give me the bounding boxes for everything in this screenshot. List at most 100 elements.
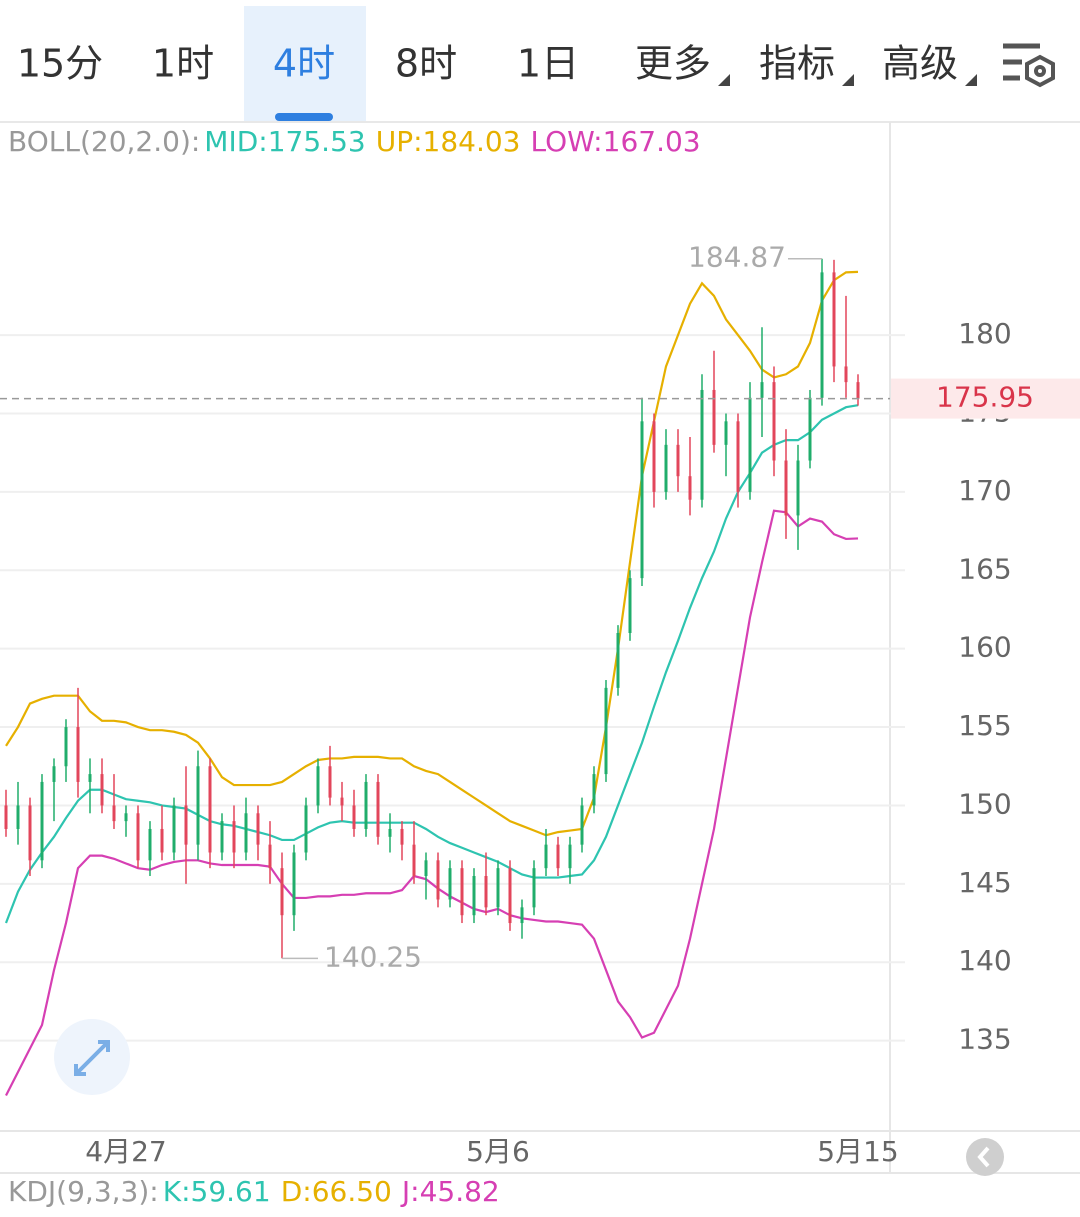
candle-body <box>796 460 800 516</box>
tab[interactable]: 15分 <box>17 42 103 86</box>
candle-body <box>520 907 524 924</box>
candle-body <box>688 476 692 500</box>
tab[interactable]: 4时 <box>273 42 335 86</box>
candle-body <box>748 397 752 492</box>
dropdown-arrows <box>718 74 977 86</box>
tab[interactable]: 1日 <box>517 42 579 86</box>
candle-body <box>124 813 128 822</box>
candle-body <box>556 844 560 869</box>
candle-body <box>4 805 8 829</box>
tab[interactable]: 更多 <box>635 42 711 86</box>
kdj-name: D: <box>281 1175 312 1208</box>
candle-body <box>220 821 224 853</box>
candle-body <box>412 844 416 877</box>
y-tick-label: 155 <box>958 709 1011 742</box>
candle-body <box>808 397 812 461</box>
candle-body <box>28 805 32 861</box>
candle-body <box>736 421 740 492</box>
max-label: 184.87 <box>688 241 786 274</box>
band-line <box>5 270 859 837</box>
candle-body <box>172 805 176 853</box>
candle-body <box>268 844 272 869</box>
candle-body <box>448 868 452 900</box>
candle-body <box>568 844 572 869</box>
k-button[interactable] <box>966 1138 1004 1176</box>
y-tick-label: 140 <box>958 944 1011 977</box>
candle-body <box>100 774 104 806</box>
candle-body <box>784 460 788 516</box>
candle-body <box>496 868 500 908</box>
band-line <box>5 509 859 1097</box>
candle-body <box>64 727 68 767</box>
active-tab-indicator <box>275 113 333 121</box>
candle-body <box>148 828 152 861</box>
min-label: 140.25 <box>324 940 422 973</box>
k-button-icon <box>977 1146 990 1168</box>
active-tab-bg <box>244 6 366 121</box>
band-line <box>4 404 859 924</box>
candle-body <box>364 781 368 829</box>
candle-body <box>676 444 680 477</box>
y-tick-label: 145 <box>958 866 1011 899</box>
candle-body <box>640 421 644 579</box>
legend-name: LOW: <box>531 125 603 158</box>
settings-icon[interactable] <box>1003 43 1055 88</box>
x-tick-label: 5月15 <box>817 1135 898 1168</box>
tab[interactable]: 8时 <box>395 42 457 86</box>
indicator-title: BOLL(20,2.0): <box>8 125 200 158</box>
candle-body <box>820 272 824 398</box>
candle-body <box>856 382 860 399</box>
candle-body <box>328 766 332 798</box>
kdj-value: 66.50 <box>312 1175 392 1208</box>
candle-body <box>712 389 716 445</box>
candle-body <box>136 813 140 861</box>
kdj-name: J: <box>400 1175 420 1208</box>
kdj-legend: KDJ(9,3,3): K:59.61 D:66.50 J:45.82 <box>8 1175 500 1208</box>
legend-value: 184.03 <box>423 125 521 158</box>
y-tick-label: 150 <box>958 787 1011 820</box>
candle-body <box>616 632 620 688</box>
tab[interactable]: 1时 <box>152 42 214 86</box>
kdj-title: KDJ(9,3,3): <box>8 1175 159 1208</box>
candle-body <box>664 444 668 492</box>
candle-body <box>340 797 344 806</box>
candle-body <box>76 727 80 782</box>
candle-body <box>256 813 260 845</box>
kdj-value: 45.82 <box>420 1175 500 1208</box>
candle-body <box>508 868 512 924</box>
candle-body <box>316 766 320 806</box>
candle-body <box>472 876 476 916</box>
candle-body <box>544 844 548 869</box>
candle-body <box>424 860 428 877</box>
candle-body <box>460 868 464 916</box>
candle-body <box>160 828 164 853</box>
candle-body <box>760 382 764 398</box>
y-tick-label: 170 <box>958 474 1011 507</box>
candle-body <box>352 805 356 829</box>
legend-value: 175.53 <box>268 125 366 158</box>
candle-body <box>16 805 20 829</box>
candle-body <box>280 868 284 916</box>
candle-body <box>208 766 212 853</box>
expand-icon <box>74 1040 110 1076</box>
last-price-box <box>891 378 1080 419</box>
candle-body <box>88 774 92 782</box>
candle-body <box>844 366 848 383</box>
kdj-value: 59.61 <box>191 1175 271 1208</box>
candle-body <box>724 421 728 445</box>
last-price-label: 175.95 <box>936 381 1034 414</box>
legend-name: UP: <box>376 125 423 158</box>
legend-value: 167.03 <box>603 125 701 158</box>
candle-body <box>832 272 836 367</box>
candle-body <box>652 421 656 492</box>
candle-body <box>400 828 404 845</box>
candle-body <box>304 805 308 853</box>
tab[interactable]: 指标 <box>759 42 835 86</box>
candle-body <box>376 781 380 837</box>
candle-body <box>112 805 116 822</box>
candle-body <box>196 766 200 845</box>
tab[interactable]: 高级 <box>882 42 958 86</box>
candle-body <box>532 868 536 908</box>
candle-body <box>388 828 392 837</box>
